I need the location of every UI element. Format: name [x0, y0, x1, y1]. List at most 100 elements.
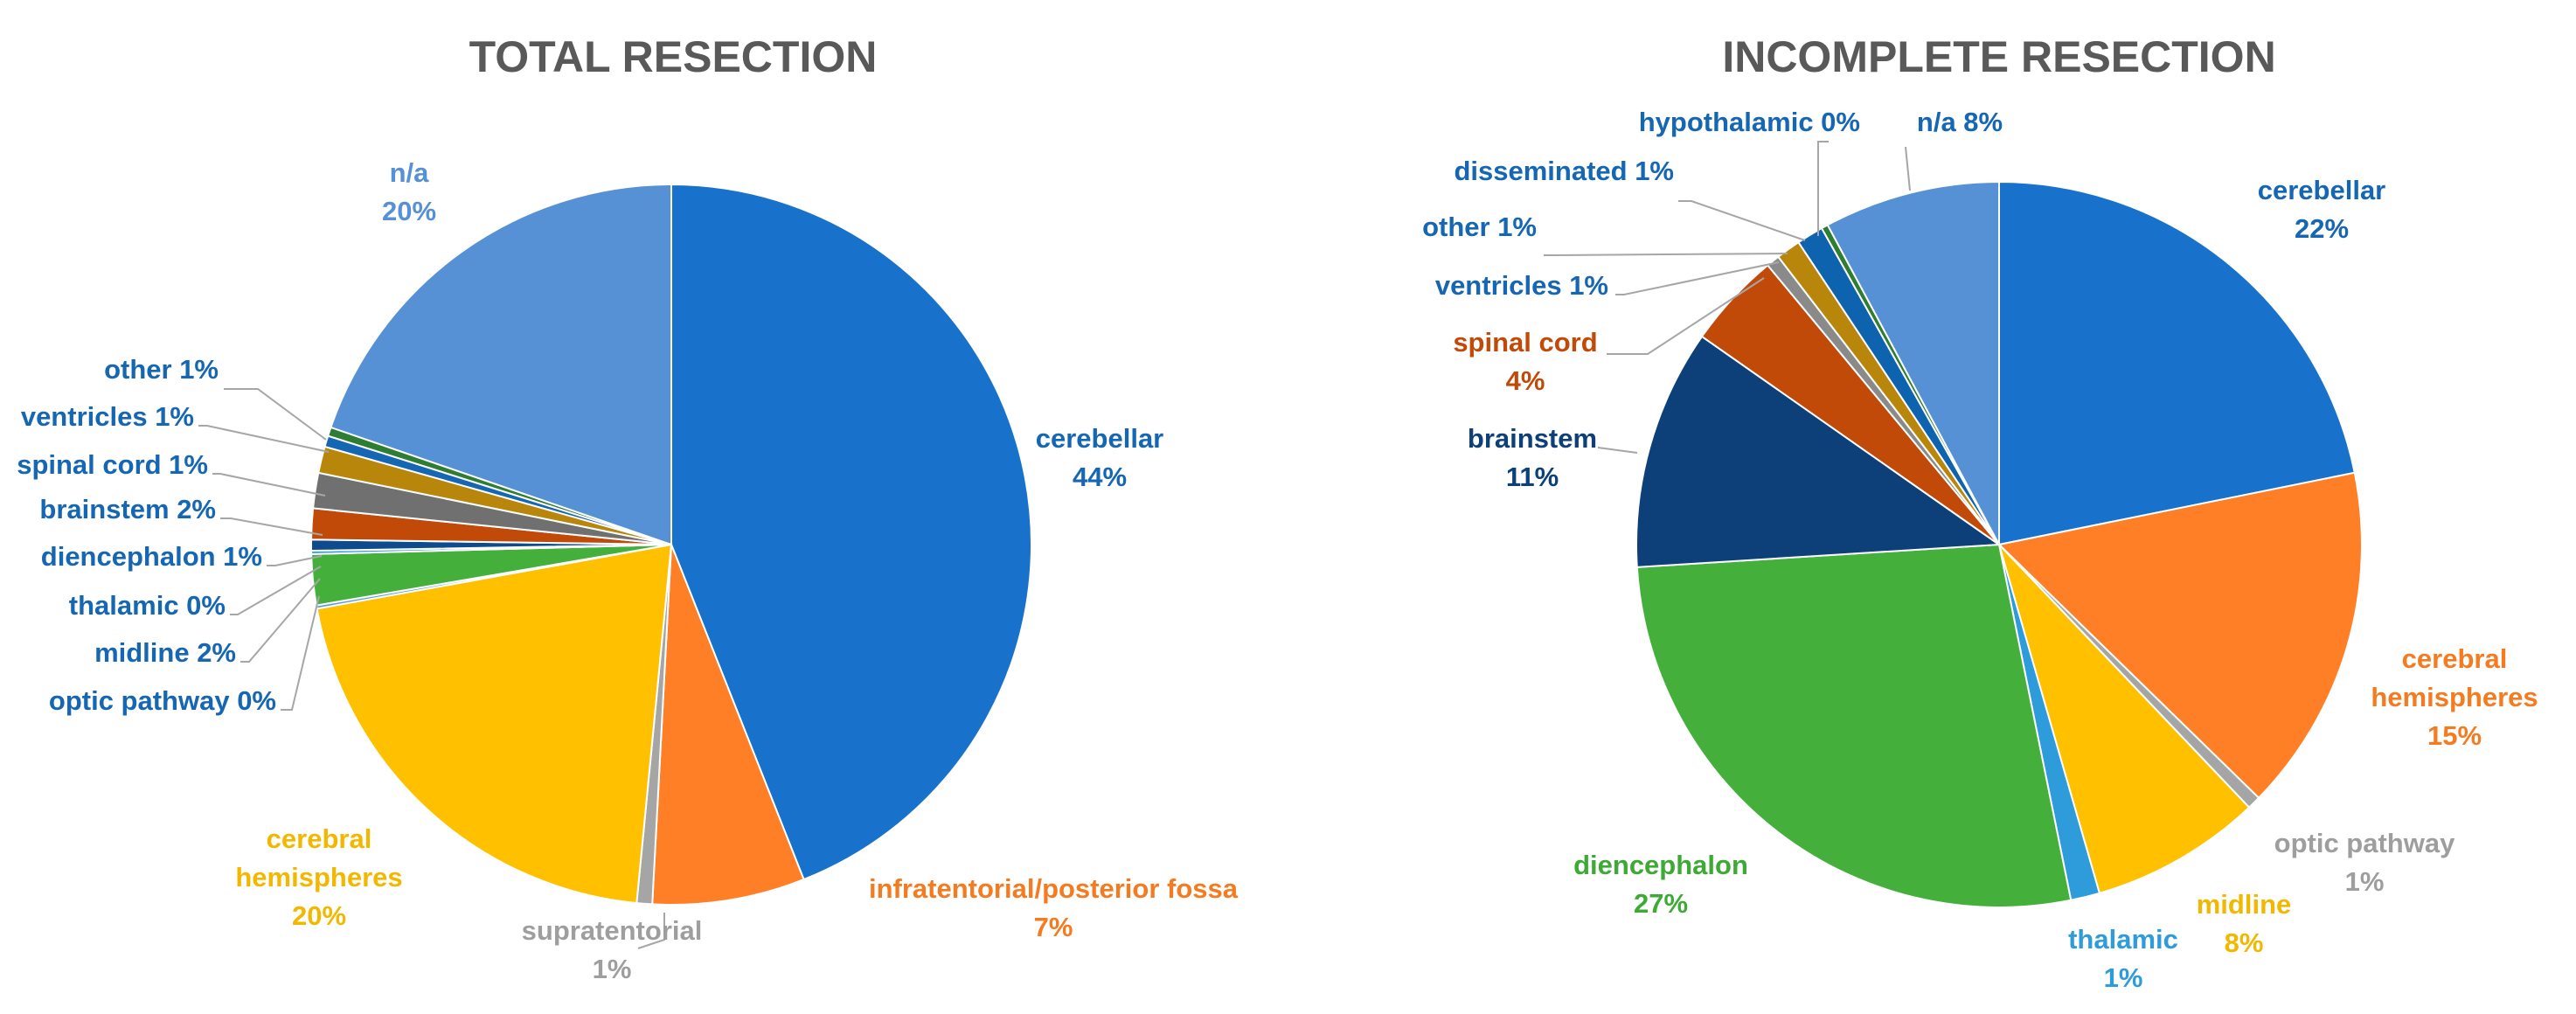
slice-label: diencephalon 1% [41, 541, 262, 572]
slice-label: n/a 8% [1917, 107, 2003, 137]
pie-slice-n-a [330, 183, 672, 546]
slice-label-line: thalamic 0% [69, 590, 226, 621]
pie-slice-cerebellar [1998, 180, 2356, 546]
slice-label-line: 27% [1634, 888, 1688, 919]
slice-label: ventricles 1% [1435, 270, 1608, 301]
slice-label: other 1% [104, 354, 219, 385]
slice-label-line: 20% [382, 196, 436, 226]
slice-label-line: n/a 8% [1917, 107, 2003, 137]
slice-label-line: ventricles 1% [1435, 270, 1608, 301]
slice-label: n/a 20% [382, 157, 436, 226]
slice-label-line: other 1% [104, 354, 219, 385]
slice-label: optic pathway 0% [49, 685, 276, 716]
slice-label-line: optic pathway [2274, 828, 2455, 858]
slice-label: cerebral hemispheres 15% [2371, 643, 2538, 751]
slice-label-line: spinal cord 1% [17, 449, 208, 480]
slice-labels-incomplete: cerebellar 22% cerebral hemispheres 15% optic… [1422, 107, 2538, 993]
leader-line [1678, 200, 1806, 241]
chart-title-total: TOTAL RESECTION [469, 32, 878, 81]
leader-line [1817, 141, 1829, 236]
pie-slice-n-a [1826, 180, 2000, 545]
slice-label-line: hemispheres [235, 862, 402, 892]
pie-slices-total [310, 183, 1032, 906]
leader-line [212, 473, 326, 497]
slice-label-line: supratentorial [522, 915, 703, 946]
leader-line [240, 578, 321, 663]
chart-title-incomplete: INCOMPLETE RESECTION [1722, 32, 2275, 81]
slice-label-line: brainstem [1468, 423, 1597, 454]
slice-label: spinal cord 1% [17, 449, 208, 480]
leader-line [281, 595, 320, 711]
slice-label-line: hemispheres [2371, 682, 2538, 712]
slice-label-line: 11% [1506, 462, 1559, 492]
slice-label-line: 15% [2427, 720, 2482, 751]
slice-label: thalamic 1% [2068, 924, 2178, 993]
slice-label: thalamic 0% [69, 590, 226, 621]
slice-label-line: cerebral [2402, 643, 2508, 674]
pie-slice-cerebral-hemispheres [1996, 471, 2363, 800]
leader-line [224, 388, 327, 441]
leader-lines-incomplete [1544, 141, 1911, 454]
slice-label: disseminated 1% [1454, 156, 1674, 186]
leader-line [1597, 447, 1638, 454]
slice-labels-total: cerebellar 44% infratentorial/posterior fo… [17, 157, 1239, 984]
slice-label-line: 44% [1073, 462, 1127, 492]
slice-label-line: 8% [2225, 927, 2264, 958]
slice-label-line: cerebral [267, 823, 372, 854]
leader-line [637, 913, 665, 949]
slice-label-line: 1% [2345, 866, 2385, 897]
slice-label-line: 22% [2295, 213, 2349, 244]
slice-label-line: midline [2197, 889, 2292, 920]
slice-label-line: disseminated 1% [1454, 156, 1674, 186]
slice-label: cerebellar 44% [1036, 423, 1164, 492]
leader-line [267, 555, 323, 566]
pie-slice-midline [1998, 544, 2251, 895]
slice-label: diencephalon 27% [1573, 850, 1748, 919]
slice-label-line: cerebellar [1036, 423, 1164, 454]
pie-slice-diencephalon [1635, 543, 2073, 908]
slice-label-line: brainstem 2% [39, 494, 216, 524]
slice-label: spinal cord 4% [1453, 327, 1597, 396]
slice-label-line: 7% [1034, 912, 1073, 942]
slice-label-line: diencephalon [1573, 850, 1748, 880]
slice-label-line: 1% [593, 954, 632, 984]
slice-label-line: midline 2% [94, 637, 236, 668]
leader-lines-total [198, 388, 665, 949]
total-resection-chart: TOTAL RESECTION cerebellar 44% infratentor… [17, 32, 1239, 984]
slice-label-line: other 1% [1422, 212, 1537, 242]
leader-line [230, 566, 322, 615]
pie-slices-incomplete [1635, 180, 2363, 908]
pie-slice-brainstem [1635, 335, 2002, 568]
leader-line [220, 517, 323, 536]
pie-slice-infratentorial-posterior-fossa [651, 544, 805, 906]
leader-line [198, 425, 330, 453]
slice-label: brainstem 2% [39, 494, 216, 524]
slice-label-line: n/a [390, 157, 430, 188]
leader-line [1607, 277, 1765, 355]
slice-label: midline 2% [94, 637, 236, 668]
slice-label: midline 8% [2197, 889, 2292, 958]
slice-label-line: hypothalamic 0% [1639, 107, 1860, 137]
slice-label-line: diencephalon 1% [41, 541, 262, 572]
slice-label-line: optic pathway 0% [49, 685, 276, 716]
slice-label: brainstem 11% [1468, 423, 1597, 492]
slice-label-line: 4% [1506, 365, 1545, 396]
leader-line [1905, 146, 1911, 191]
slice-label: ventricles 1% [21, 401, 194, 432]
slice-label-line: spinal cord [1453, 327, 1597, 358]
leader-line [1615, 261, 1780, 295]
pie-slice-cerebral-hemispheres [316, 543, 673, 905]
leader-line [1544, 253, 1788, 256]
incomplete-resection-chart: INCOMPLETE RESECTION cerebellar 22% cerebr… [1422, 32, 2538, 993]
slice-label: other 1% [1422, 212, 1537, 242]
slice-label-line: 20% [292, 900, 346, 931]
slice-label: infratentorial/posterior fossa 7% [869, 873, 1239, 942]
slice-label: optic pathway 1% [2274, 828, 2455, 897]
slice-label-line: infratentorial/posterior fossa [869, 873, 1239, 904]
slice-label-line: 1% [2104, 962, 2143, 993]
pie-slice-cerebellar [670, 183, 1032, 881]
slice-label: cerebellar 22% [2258, 175, 2386, 244]
slice-label: cerebral hemispheres 20% [235, 823, 402, 931]
slice-label-line: thalamic [2068, 924, 2178, 955]
